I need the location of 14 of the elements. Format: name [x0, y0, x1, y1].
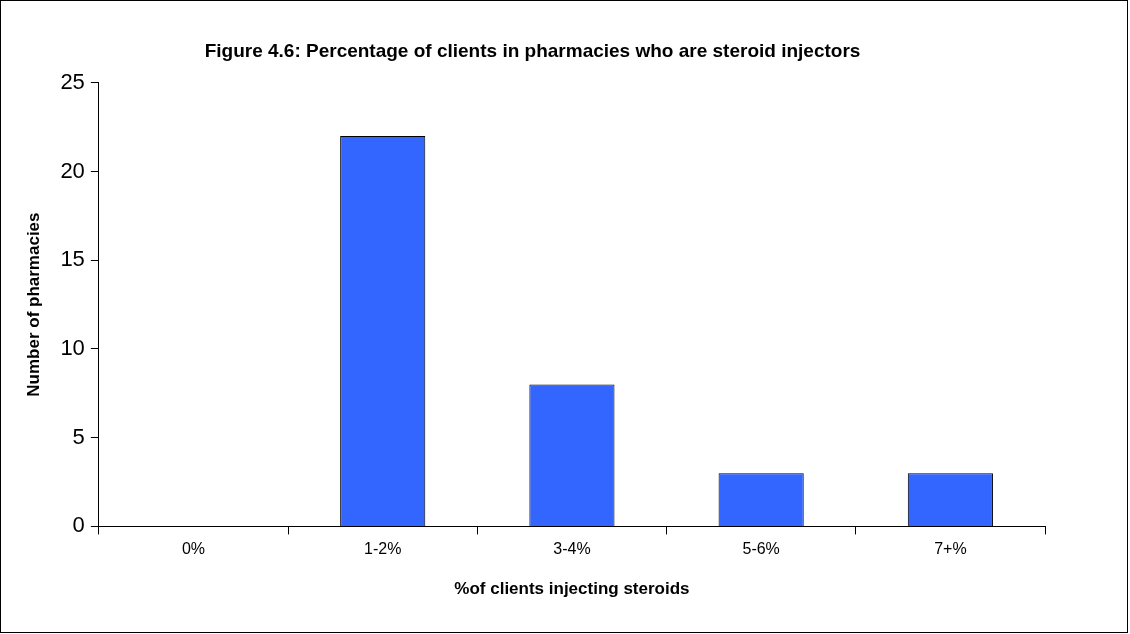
y-tick-label: 25	[60, 68, 85, 94]
y-tick-label: 15	[60, 246, 85, 272]
x-tick-label: 7+%	[934, 540, 967, 558]
x-tick-label: 3-4%	[553, 540, 591, 558]
x-tick-label: 0%	[181, 540, 206, 558]
y-tick-label: 5	[72, 423, 85, 449]
x-axis-title: %of clients injecting steroids	[454, 579, 690, 599]
chart-title: Figure 4.6: Percentage of clients in pharmacies who are steroid injectors	[204, 39, 861, 61]
y-axis-title: Number of pharmacies	[23, 212, 43, 397]
y-tick-label: 10	[60, 335, 85, 361]
y-tick-label: 20	[60, 157, 85, 183]
x-tick-label: 5-6%	[742, 540, 780, 558]
y-tick-label: 0	[72, 512, 85, 538]
x-tick-label: 1-2%	[364, 540, 402, 558]
